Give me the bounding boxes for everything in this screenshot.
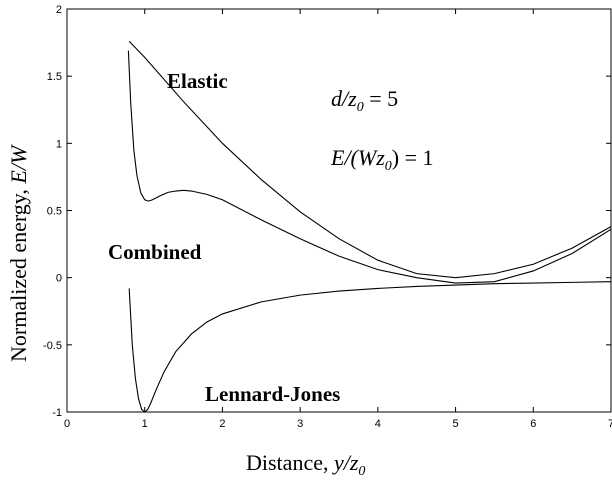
- y-tick-label: 2: [56, 4, 62, 16]
- x-tick-label: 7: [608, 418, 612, 430]
- x-tick-label: 1: [142, 418, 148, 430]
- y-axis-label-var: E/W: [6, 144, 31, 185]
- x-axis-label-var: y/z: [332, 450, 359, 475]
- axis-ticks: 0 1 2 3 4 5 6 7 -1 -0.5 0 0.5 1 1.5 2: [43, 4, 612, 430]
- y-tick-label: 1: [56, 138, 62, 150]
- x-axis-label-prefix: Distance,: [246, 450, 334, 475]
- y-tick-label: -1: [52, 407, 62, 419]
- x-tick-label: 6: [530, 418, 536, 430]
- x-tick-label: 5: [453, 418, 459, 430]
- y-tick-label: 0.5: [47, 206, 62, 218]
- annotation-e-ratio: E/(Wz0) = 1: [330, 145, 434, 174]
- x-tick-label: 2: [219, 418, 225, 430]
- x-axis-label: Distance, y/z0: [246, 450, 365, 479]
- annotation-e-ratio-sub: 0: [385, 159, 392, 174]
- x-tick-label: 4: [375, 418, 381, 430]
- x-axis-label-sub: 0: [358, 464, 365, 479]
- plot-frame: [66, 8, 612, 413]
- annotation-e-ratio-pre: E/(Wz: [330, 145, 385, 170]
- plot-curves: [127, 40, 612, 413]
- series-line-combined: [127, 50, 612, 284]
- annotation-d-ratio-rest: = 5: [364, 86, 398, 111]
- x-tick-label: 3: [297, 418, 303, 430]
- annotation-d-ratio: d/z0 = 5: [331, 86, 398, 115]
- y-axis-label-prefix: Normalized energy,: [6, 184, 31, 362]
- annotation-d-ratio-var: d/z: [331, 86, 357, 111]
- y-tick-label: 0: [56, 273, 62, 285]
- series-line-lennard-jones: [128, 281, 612, 413]
- series-line-elastic: [128, 40, 612, 279]
- annotation-e-ratio-rest: ) = 1: [392, 145, 434, 170]
- x-tick-label: 0: [64, 418, 70, 430]
- y-tick-label: -0.5: [43, 340, 62, 352]
- series-label-combined: Combined: [108, 240, 202, 264]
- y-axis-label: Normalized energy, E/W: [6, 144, 31, 362]
- y-tick-label: 1.5: [47, 71, 62, 83]
- series-label-elastic: Elastic: [167, 69, 228, 93]
- series-label-lennard-jones: Lennard-Jones: [205, 382, 340, 406]
- annotation-d-ratio-sub: 0: [357, 100, 364, 115]
